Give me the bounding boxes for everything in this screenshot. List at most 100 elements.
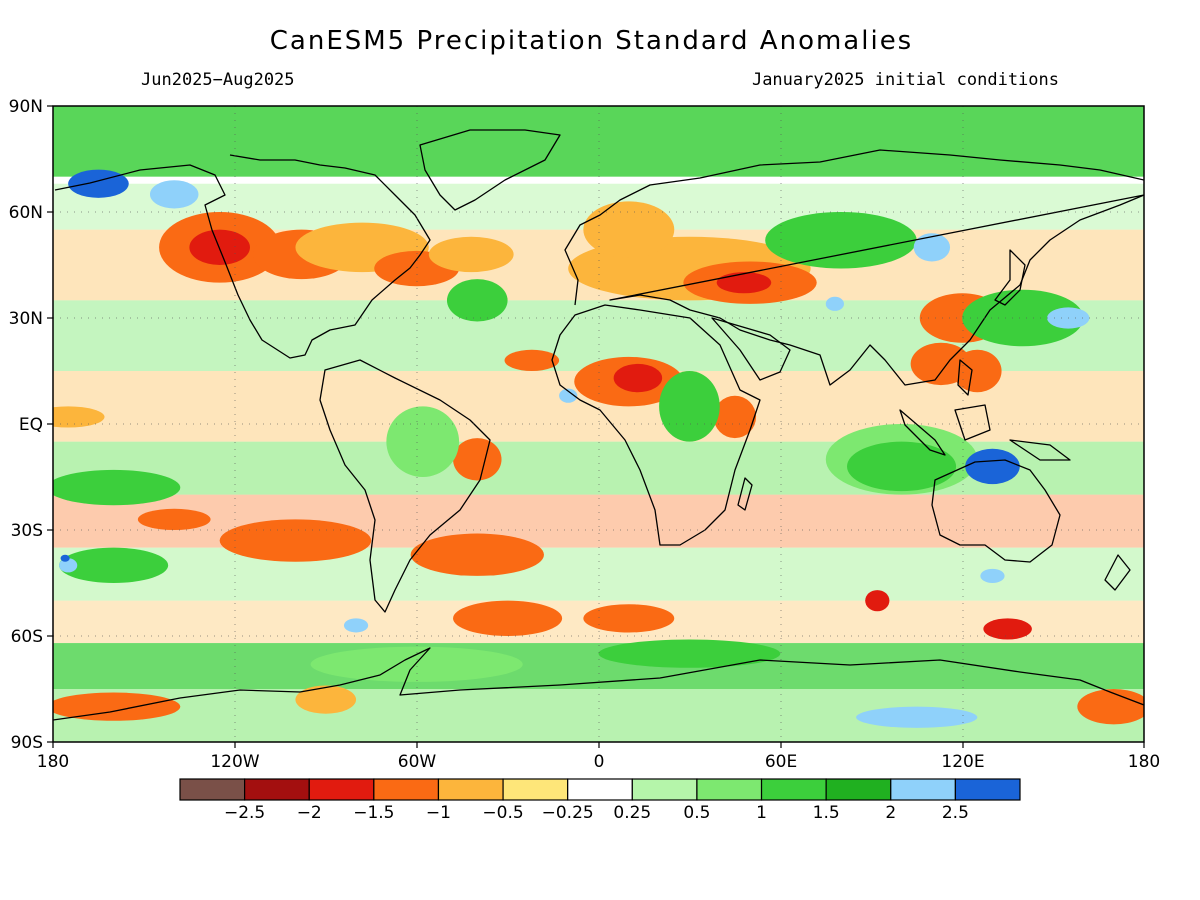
colorbar-tick-label: 1 [756, 803, 767, 823]
latitude-labels: 90N 60N 30N EQ 30S 60S 90S [9, 97, 43, 753]
climate-band [53, 494, 1144, 548]
anomaly-region [713, 395, 757, 439]
coast-south-america [319, 359, 491, 613]
anomaly-regions [53, 169, 1144, 728]
coast-sumatra [899, 409, 946, 456]
lon-label: 120E [941, 752, 984, 772]
anomaly-region [295, 685, 357, 714]
anomaly-region [504, 349, 560, 371]
climate-band [53, 547, 1144, 601]
colorbar-tick-label: −0.25 [542, 803, 594, 823]
coast-africa [551, 304, 761, 546]
lon-label: 0 [594, 752, 605, 772]
colorbar-swatch [825, 778, 892, 801]
lat-label: 60S [11, 627, 43, 647]
lon-label: 180 [37, 752, 69, 772]
anomaly-region [446, 279, 508, 322]
anomaly-region [583, 604, 675, 633]
climate-bands [53, 106, 1144, 742]
anomaly-region [865, 590, 890, 612]
anomaly-region [410, 533, 544, 576]
colorbar-tick-label: −1 [426, 803, 451, 823]
lon-label: 120W [210, 752, 259, 772]
longitude-labels: 180 120W 60W 0 60E 120E 180 [37, 752, 1160, 772]
anomaly-region [965, 448, 1020, 485]
anomaly-region [59, 558, 78, 573]
coast-new-guinea [1009, 439, 1071, 461]
lon-label: 60E [765, 752, 797, 772]
colorbar-labels: −2.5 −2 −1.5 −1 −0.5 −0.25 0.25 0.5 1 1.5 2 2.5 [224, 803, 969, 823]
anomaly-region [847, 441, 957, 492]
colorbar-swatch [244, 778, 310, 801]
lon-label: 60W [398, 752, 437, 772]
anomaly-region [856, 706, 978, 728]
coast-greenland [419, 129, 561, 211]
anomaly-region [453, 600, 563, 636]
coast-eurasia [564, 149, 1144, 386]
anomaly-region [59, 547, 169, 583]
anomaly-region [825, 296, 844, 311]
colorbar-swatch [373, 778, 440, 801]
lat-label: 30S [11, 521, 43, 541]
colorbar-swatch [437, 778, 504, 801]
lon-label: 180 [1128, 752, 1160, 772]
anomaly-region [913, 233, 951, 262]
anomaly-region [60, 554, 70, 562]
coast-new-zealand [1104, 554, 1131, 591]
anomaly-region [962, 289, 1084, 347]
anomaly-region [310, 646, 523, 682]
anomaly-region [953, 349, 1002, 393]
axis-ticks [47, 105, 1145, 748]
coast-philippines [957, 359, 973, 396]
anomaly-region [716, 272, 772, 294]
anomaly-region [137, 508, 211, 530]
anomaly-region [53, 469, 181, 506]
anomaly-region [1077, 689, 1144, 725]
anomaly-region [583, 201, 675, 258]
colorbar-swatch [696, 778, 763, 801]
anomaly-region [613, 363, 663, 393]
forecast-period: Jun2025−Aug2025 [141, 70, 295, 90]
lat-label: EQ [19, 415, 43, 435]
anomaly-region [219, 519, 372, 562]
colorbar-swatch [760, 778, 827, 801]
colorbar-swatch [567, 778, 633, 801]
anomaly-region [53, 692, 181, 721]
colorbar [179, 778, 1021, 801]
lat-label: 90S [11, 733, 43, 753]
anomaly-region [983, 618, 1032, 640]
coastlines [53, 129, 1144, 721]
map-title: CanESM5 Precipitation Standard Anomalies [269, 26, 914, 56]
colorbar-tick-label: 1.5 [813, 803, 840, 823]
anomaly-region [53, 406, 105, 428]
lat-label: 60N [9, 203, 43, 223]
colorbar-tick-label: 0.5 [683, 803, 710, 823]
anomaly-region [386, 406, 460, 477]
colorbar-tick-label: −2 [297, 803, 322, 823]
colorbar-swatch [179, 778, 246, 801]
lat-label: 90N [9, 97, 43, 117]
anomaly-region [343, 618, 369, 633]
colorbar-tick-label: −1.5 [353, 803, 394, 823]
anomaly-region [659, 371, 720, 442]
lat-label: 30N [9, 309, 43, 329]
anomaly-region [980, 568, 1005, 584]
anomaly-region [149, 180, 199, 209]
colorbar-swatch [954, 778, 1021, 801]
colorbar-tick-label: −2.5 [224, 803, 265, 823]
coast-madagascar [737, 477, 753, 511]
colorbar-tick-label: 2 [885, 803, 896, 823]
coast-japan [994, 249, 1026, 306]
anomaly-region [428, 236, 514, 273]
colorbar-swatch [502, 778, 569, 801]
colorbar-tick-label: 0.25 [613, 803, 651, 823]
anomaly-region [598, 639, 781, 668]
colorbar-swatch [631, 778, 698, 801]
anomaly-region [765, 212, 917, 269]
coast-antarctica [53, 647, 1144, 721]
coast-arabia [711, 317, 791, 381]
colorbar-swatch [308, 778, 375, 801]
colorbar-tick-label: −0.5 [482, 803, 523, 823]
anomaly-region [559, 388, 578, 403]
